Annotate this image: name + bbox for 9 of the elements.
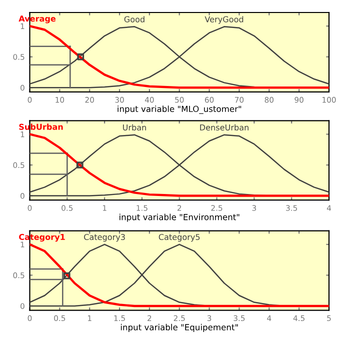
series-label: Category5 (158, 234, 200, 242)
x-axis-title: input variable "Equipement" (120, 324, 238, 332)
x-axis-title: input variable "MLO_ustomer" (118, 106, 242, 114)
series-label: Urban (123, 124, 146, 130)
x-axis-title: input variable "Environment" (120, 214, 240, 222)
series-label: DenseUrban (200, 124, 248, 130)
series-label: Good (124, 16, 144, 22)
series-label: Category3 (84, 234, 125, 242)
series-label: VeryGood (204, 16, 244, 24)
